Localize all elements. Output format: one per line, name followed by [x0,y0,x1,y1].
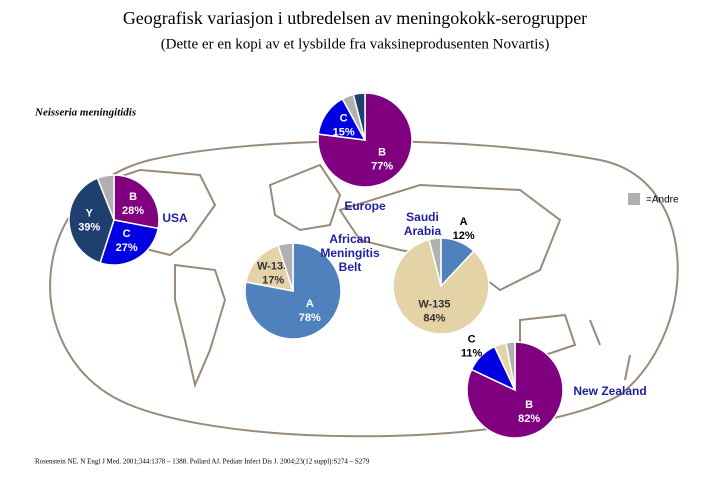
slice-category: B [525,399,533,411]
slice-category: W-135 [418,298,450,310]
pie-slice [113,174,160,230]
slice-category: W-135 [257,260,289,272]
pie-slice [505,341,516,391]
slice-value-label: 11% [461,347,483,359]
slice-category: C [468,333,476,345]
slice-category: Y [86,208,94,220]
organism: Neisseria meningitidis [34,107,136,119]
slice-category: C [340,112,348,124]
region-label: New Zealand [573,384,647,398]
slice-value-label: 84% [423,312,445,324]
pie-slice [68,177,115,264]
slice-value-label: 77% [371,160,393,172]
legend-label: =Andre [646,195,679,206]
region-label: USA [162,211,188,225]
slice-value-label: 78% [299,312,321,324]
slice-category: B [129,191,137,203]
pie-slice [392,238,490,335]
region-label: Saudi Arabia [403,210,442,238]
region-label: African Meningitis Belt [320,232,380,274]
slice-category: A [460,216,468,228]
pie-slice [352,92,366,141]
pie-slice [428,237,442,287]
subtitle: (Dette er en kopi av et lysbilde fra vak… [161,36,550,52]
citation: Rosenstein NE. N Engl J Med. 2001;344:13… [35,458,370,466]
slice-category: C [123,228,131,240]
region-label: Europe [344,199,386,213]
legend-swatch [628,193,640,205]
world-map [49,140,679,438]
slice-value-label: 39% [78,222,100,234]
slice-value-label: 12% [453,230,475,242]
slice-value-label: 82% [518,413,540,425]
slice-value-label: 28% [122,205,144,217]
slice-category: A [306,298,314,310]
slice-value-label: 17% [262,274,284,286]
slice-value-label: 15% [333,126,355,138]
pie-slice [99,219,160,266]
pie-slice [277,242,294,292]
pie-slice [96,174,115,221]
slice-category: B [378,146,386,158]
slice-value-label: 27% [116,242,138,254]
title: Geografisk variasjon i utbredelsen av me… [123,8,587,28]
